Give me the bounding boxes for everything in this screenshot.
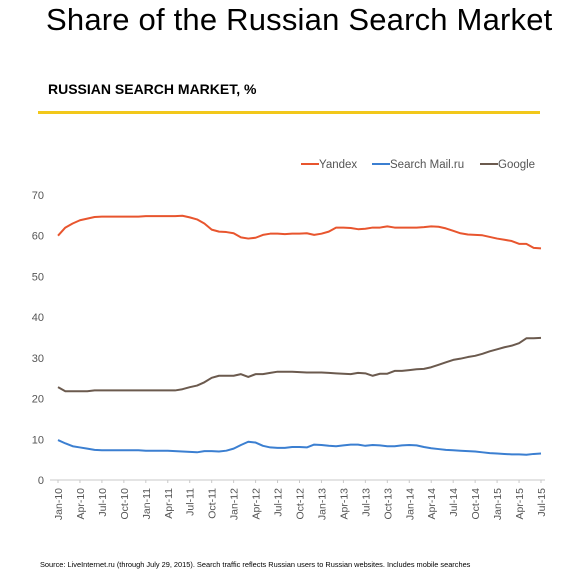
x-tick-label: Oct-13 — [382, 488, 394, 520]
x-tick-label: Jul-15 — [536, 488, 548, 517]
x-tick-label: Jan-11 — [141, 488, 153, 519]
y-tick-label: 60 — [32, 231, 44, 243]
x-tick-label: Apr-14 — [426, 488, 438, 520]
x-tick-label: Jul-12 — [273, 488, 285, 517]
page-title: Share of the Russian Search Market — [46, 2, 553, 37]
x-tick-label: Jul-14 — [448, 488, 460, 517]
y-tick-label: 20 — [32, 394, 44, 406]
y-tick-label: 70 — [32, 190, 44, 202]
x-tick-label: Apr-13 — [338, 488, 350, 520]
legend-label-google: Google — [498, 159, 535, 171]
y-tick-label: 10 — [32, 434, 44, 446]
x-tick-label: Oct-12 — [295, 488, 307, 520]
x-tick-label: Jan-12 — [229, 488, 241, 520]
x-tick-label: Jan-10 — [53, 488, 65, 520]
y-tick-label: 0 — [38, 475, 44, 487]
chart-axes: 0 10 20 30 40 50 60 70 — [32, 190, 545, 487]
source-note: Source: LiveInternet.ru (through July 29… — [40, 560, 471, 569]
x-tick-label: Apr-10 — [75, 488, 87, 520]
x-axis-tick-labels: Jan-10 Apr-10 Jul-10 Oct-10 Jan-11 Apr-11 Jul-… — [53, 488, 548, 520]
chart-legend: Yandex Search Mail.ru Google — [301, 159, 535, 171]
series-line-google — [57, 336, 542, 393]
x-tick-label: Apr-15 — [514, 488, 526, 520]
x-tick-label: Oct-14 — [470, 488, 482, 520]
series-line-yandex — [57, 214, 542, 250]
accent-rule — [38, 111, 540, 114]
y-tick-label: 30 — [32, 353, 44, 365]
series-line-search-mail-ru — [57, 439, 542, 456]
x-tick-label: Jan-13 — [316, 488, 328, 520]
x-tick-label: Jan-15 — [492, 488, 504, 520]
x-tick-label: Oct-11 — [207, 488, 219, 519]
y-tick-label: 40 — [32, 312, 44, 324]
x-tick-label: Jan-14 — [404, 488, 416, 520]
legend-label-yandex: Yandex — [319, 159, 357, 171]
x-tick-label: Jul-10 — [97, 488, 109, 517]
y-tick-label: 50 — [32, 271, 44, 283]
x-tick-label: Jul-11 — [185, 488, 197, 516]
x-tick-label: Apr-12 — [251, 488, 263, 520]
x-tick-label: Apr-11 — [163, 488, 175, 519]
legend-label-search-mail-ru: Search Mail.ru — [390, 159, 464, 171]
x-tick-label: Jul-13 — [360, 488, 372, 517]
x-tick-label: Oct-10 — [119, 488, 131, 520]
chart-plot-area — [57, 214, 542, 456]
chart-subtitle: RUSSIAN SEARCH MARKET, % — [48, 81, 257, 97]
